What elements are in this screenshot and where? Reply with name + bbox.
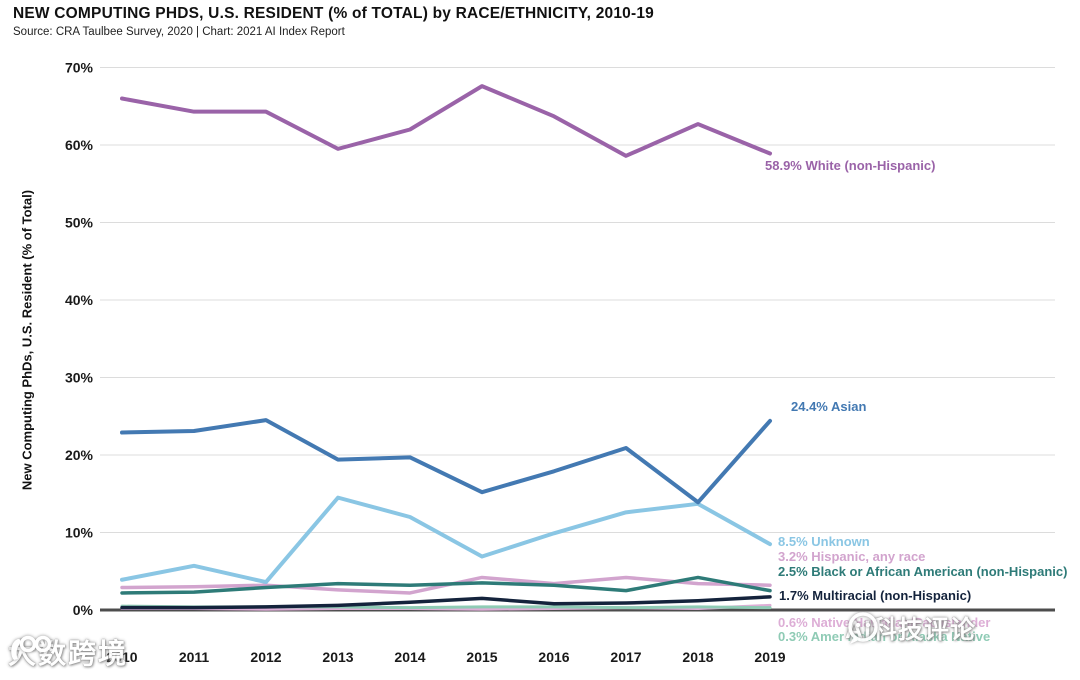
y-tick-label: 10%	[65, 525, 94, 541]
series-label-unknown: 8.5% Unknown	[778, 534, 870, 549]
y-tick-label: 70%	[65, 60, 94, 76]
series-label-multiracial-non-hispanic: 1.7% Multiracial (non-Hispanic)	[779, 588, 972, 603]
x-tick-label: 2017	[610, 649, 641, 665]
x-tick-label: 2019	[754, 649, 785, 665]
series-line-black-or-african-american-non-hispanic	[120, 575, 772, 595]
x-tick-label: 2010	[106, 649, 137, 665]
y-tick-label: 20%	[65, 447, 94, 463]
series-label-white-non-hispanic: 58.9% White (non-Hispanic)	[765, 158, 936, 173]
y-tick-label: 50%	[65, 215, 94, 231]
series-line-white-non-hispanic	[120, 84, 772, 158]
series-line-asian	[120, 418, 772, 505]
series-line-multiracial-non-hispanic	[120, 595, 772, 610]
x-tick-label: 2018	[682, 649, 713, 665]
chart-title: NEW COMPUTING PHDS, U.S. RESIDENT (% of …	[13, 5, 654, 22]
chart-source-caption: Source: CRA Taulbee Survey, 2020 | Chart…	[13, 26, 345, 38]
x-tick-label: 2016	[538, 649, 569, 665]
x-tick-label: 2015	[466, 649, 497, 665]
y-tick-label: 60%	[65, 137, 94, 153]
series-label-asian: 24.4% Asian	[791, 399, 867, 414]
series-line-unknown	[120, 495, 772, 585]
series-label-black-or-african-american-non-hispanic: 2.5% Black or African American (non-Hisp…	[778, 564, 1068, 579]
y-tick-label: 30%	[65, 370, 94, 386]
series-label-amer-indian-or-alaska-native: 0.3% Amer Indian or Alaska Native	[778, 629, 991, 644]
x-tick-label: 2011	[179, 649, 210, 665]
series-label-hispanic-any-race: 3.2% Hispanic, any race	[778, 549, 926, 564]
y-tick-label: 40%	[65, 292, 94, 308]
y-tick-label: 0%	[73, 602, 94, 618]
x-tick-label: 2012	[250, 649, 281, 665]
series-label-native-hawaiian-pac-islander: 0.6% Native Hawaiian/Pac Islander	[778, 615, 991, 630]
x-tick-label: 2013	[322, 649, 353, 665]
x-tick-label: 2014	[394, 649, 425, 665]
